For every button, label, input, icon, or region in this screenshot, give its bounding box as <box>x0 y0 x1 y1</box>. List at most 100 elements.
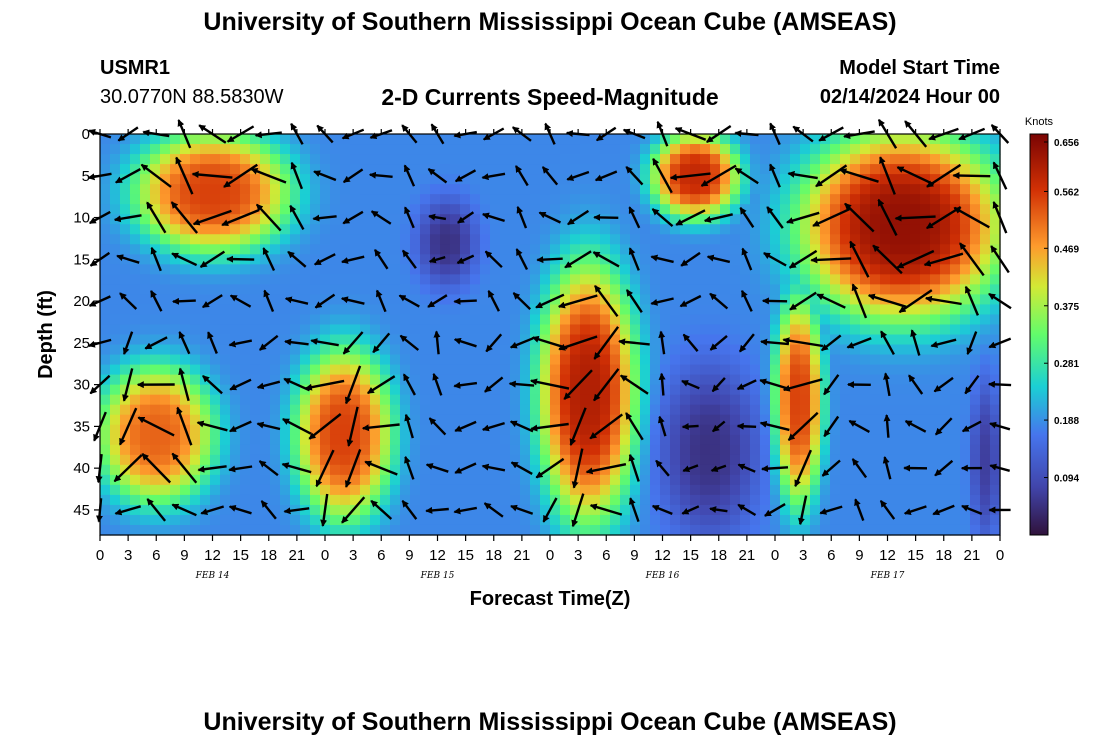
heat-cell <box>910 414 921 426</box>
current-arrow <box>515 248 529 271</box>
heat-cell <box>600 434 611 446</box>
heat-cell <box>340 164 351 175</box>
heat-cell <box>480 244 491 255</box>
heat-cell <box>470 404 481 416</box>
heat-cell <box>110 244 121 255</box>
heat-cell <box>170 474 181 486</box>
heat-cell <box>880 444 891 456</box>
heat-cell <box>380 244 391 255</box>
heat-cell <box>370 184 381 195</box>
heat-cell <box>500 424 511 436</box>
heat-cell <box>870 364 881 376</box>
heat-cell <box>360 214 371 225</box>
heat-cell <box>490 294 501 306</box>
heat-cell <box>200 294 211 306</box>
heat-cell <box>270 504 281 516</box>
heat-cell <box>730 514 741 526</box>
heat-cell <box>960 194 971 205</box>
current-arrow <box>344 365 362 405</box>
heat-cell <box>260 214 271 225</box>
heat-cell <box>530 184 541 195</box>
heat-cell <box>520 334 531 346</box>
heat-cell <box>270 134 281 145</box>
heat-cell <box>270 144 281 155</box>
current-arrow <box>879 499 896 520</box>
heat-cell <box>140 444 151 456</box>
heat-cell <box>320 444 331 456</box>
current-arrow <box>628 453 640 482</box>
heat-cell <box>680 404 691 416</box>
heat-cell <box>290 464 301 476</box>
heat-cell <box>430 464 441 476</box>
heat-cell <box>550 224 561 235</box>
heat-cell <box>500 184 511 195</box>
heat-cell <box>730 204 741 215</box>
heat-cell <box>310 204 321 215</box>
heat-cell <box>670 274 681 285</box>
heat-cell <box>530 244 541 255</box>
heat-cell <box>860 204 871 215</box>
heat-cell <box>270 484 281 496</box>
heat-cell <box>840 214 851 225</box>
heat-cell <box>960 234 971 245</box>
current-arrow <box>310 338 339 347</box>
heat-cell <box>630 404 641 416</box>
heat-cell <box>700 404 711 416</box>
heat-cell <box>740 264 751 275</box>
heat-cell <box>750 244 761 255</box>
heat-cell <box>960 314 971 326</box>
heat-cell <box>330 164 341 175</box>
heat-cell <box>250 134 261 145</box>
heat-cell <box>360 294 371 306</box>
heat-cell <box>710 284 721 296</box>
heat-cell <box>510 434 521 446</box>
heat-cell <box>270 184 281 195</box>
heat-cell <box>970 164 981 175</box>
heat-cell <box>420 464 431 476</box>
heat-cell <box>460 184 471 195</box>
heat-cell <box>130 224 141 235</box>
heat-cell <box>630 394 641 406</box>
current-arrow <box>821 334 842 352</box>
heat-cell <box>570 184 581 195</box>
heat-cell <box>540 134 551 145</box>
current-arrow <box>228 339 253 348</box>
heat-cell <box>320 264 331 275</box>
heat-cell <box>290 414 301 426</box>
heat-cell <box>940 144 951 155</box>
heat-cell <box>440 374 451 386</box>
heat-cell <box>110 504 121 516</box>
heat-cell <box>580 154 591 165</box>
heat-cell <box>370 194 381 205</box>
heat-cell <box>580 194 591 205</box>
heat-cell <box>290 184 301 195</box>
heat-cell <box>410 444 421 456</box>
heat-cell <box>720 344 731 356</box>
heat-cell <box>120 144 131 155</box>
heat-cell <box>450 434 461 446</box>
heat-cell <box>510 154 521 165</box>
heat-cell <box>330 504 341 516</box>
heat-cell <box>610 444 621 456</box>
heat-cell <box>500 404 511 416</box>
heat-cell <box>880 314 891 326</box>
heat-cell <box>630 294 641 306</box>
heat-cell <box>930 224 941 235</box>
heat-cell <box>850 484 861 496</box>
heat-cell <box>350 234 361 245</box>
heat-cell <box>760 414 771 426</box>
heat-cell <box>170 514 181 526</box>
heat-cell <box>290 144 301 155</box>
heat-cell <box>350 294 361 306</box>
heat-cell <box>220 314 231 326</box>
heat-cell <box>230 144 241 155</box>
heat-cell <box>110 344 121 356</box>
heat-cell <box>240 414 251 426</box>
heat-cell <box>700 504 711 516</box>
heat-cell <box>750 504 761 516</box>
heat-cell <box>640 334 651 346</box>
heat-cell <box>750 474 761 486</box>
heat-cell <box>880 224 891 235</box>
heat-cell <box>410 474 421 486</box>
heat-cell <box>600 414 611 426</box>
